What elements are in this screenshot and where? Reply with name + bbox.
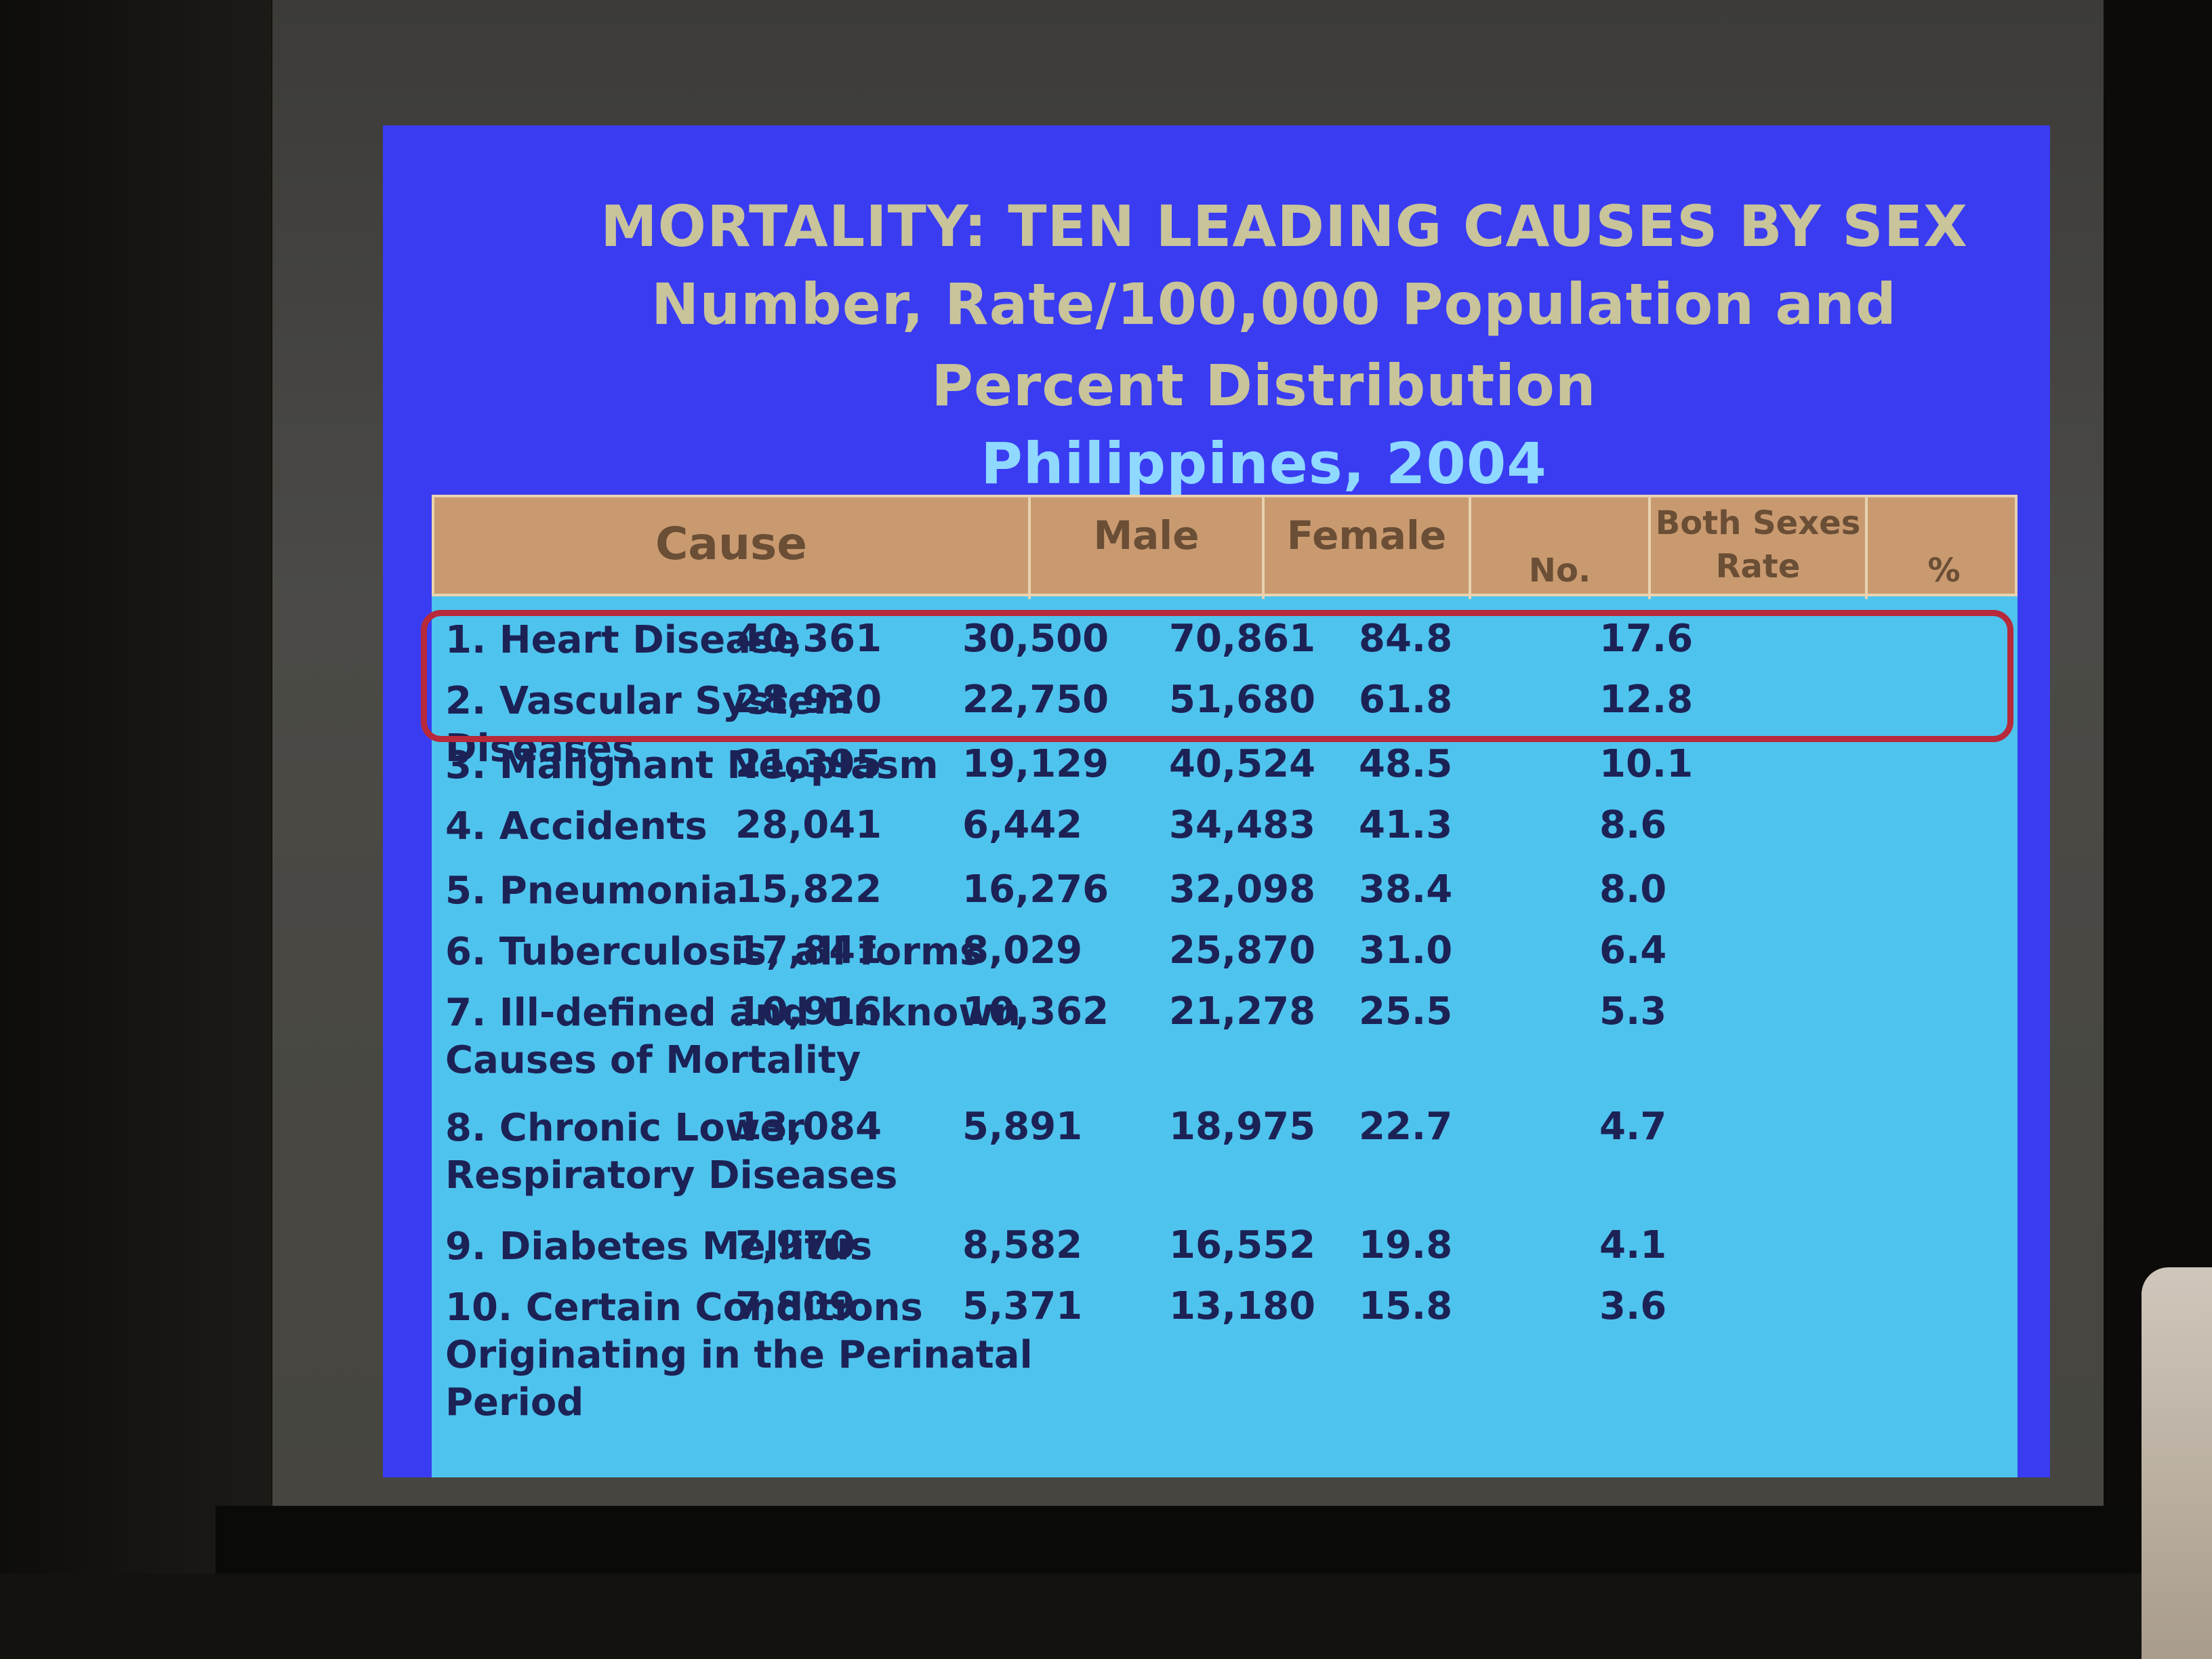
slide-title-line-2: Number, Rate/100,000 Population and <box>651 271 1897 337</box>
slide-title-line-1: MORTALITY: TEN LEADING CAUSES BY SEX <box>600 193 1968 260</box>
slide-subtitle: Philippines, 2004 <box>981 430 1547 497</box>
presenter-hand <box>2142 1267 2212 1659</box>
no-cell: 70,861 <box>1169 617 1316 661</box>
rate-cell: 22.7 <box>1359 1105 1453 1149</box>
rate-cell: 25.5 <box>1359 989 1453 1033</box>
male-cell: 28,930 <box>735 678 882 722</box>
pct-cell: 17.6 <box>1599 617 1694 661</box>
male-cell: 21,395 <box>735 742 882 786</box>
room-background-left <box>0 0 271 1659</box>
cause-cell: 6. Tuberculosis, all forms <box>445 930 983 974</box>
pct-cell: 8.0 <box>1599 867 1667 912</box>
header-percent: % <box>1927 552 1961 590</box>
rate-cell: 41.3 <box>1359 803 1453 847</box>
table-row: 4. Accidents 28,041 6,442 34,483 41.3 8.6 <box>432 803 2018 857</box>
female-cell: 5,891 <box>962 1105 1083 1149</box>
female-cell: 5,371 <box>962 1284 1083 1328</box>
male-cell: 40,361 <box>735 617 882 661</box>
cause-cell: 10. Certain Conditions Originating in th… <box>445 1286 1033 1425</box>
table-row: 10. Certain Conditions Originating in th… <box>432 1284 2018 1425</box>
pct-cell: 12.8 <box>1599 678 1694 722</box>
female-cell: 19,129 <box>962 742 1109 786</box>
header-no: No. <box>1471 497 1651 599</box>
cause-cell: 8. Chronic Lower Respiratory Diseases <box>445 1106 898 1197</box>
male-cell: 7,970 <box>735 1223 856 1267</box>
slide-title-line-3: Percent Distribution <box>931 352 1597 419</box>
cause-cell: 4. Accidents <box>445 804 708 848</box>
pct-cell: 8.6 <box>1599 803 1667 847</box>
no-cell: 40,524 <box>1169 742 1316 786</box>
rate-cell: 15.8 <box>1359 1284 1453 1328</box>
female-cell: 8,582 <box>962 1223 1083 1267</box>
cause-cell: 3. Malignant Neoplasm <box>445 743 939 787</box>
table-row: 9. Diabetes Mellitus 7,970 8,582 16,552 19.8… <box>432 1223 2018 1277</box>
no-cell: 34,483 <box>1169 803 1316 847</box>
header-both-sexes: Both Sexes <box>1655 504 1861 542</box>
male-cell: 28,041 <box>735 803 882 847</box>
female-cell: 10,362 <box>962 989 1109 1033</box>
table-row: 6. Tuberculosis, all forms 17,841 8,029 25,… <box>432 928 2018 983</box>
header-both-sexes-rate: Both Sexes Rate <box>1651 497 1868 599</box>
table-header: Cause Male Female No. Both Sexes Rate % <box>432 495 2018 599</box>
pct-cell: 4.1 <box>1599 1223 1667 1267</box>
no-cell: 21,278 <box>1169 989 1316 1033</box>
rate-cell: 38.4 <box>1359 867 1453 912</box>
female-cell: 22,750 <box>962 678 1109 722</box>
male-cell: 13,084 <box>735 1105 882 1149</box>
cause-cell: 1. Heart Disease <box>445 618 800 662</box>
female-cell: 30,500 <box>962 617 1109 661</box>
cause-cell: 5. Pneumonia <box>445 869 739 913</box>
pct-cell: 6.4 <box>1599 928 1667 972</box>
wall-bottom <box>0 1574 2212 1659</box>
no-cell: 51,680 <box>1169 678 1316 722</box>
highlight-box <box>421 610 2013 742</box>
header-male: Male <box>1031 497 1265 599</box>
pct-cell: 3.6 <box>1599 1284 1667 1328</box>
cause-cell: 7. Ill-defined and Unknown Causes of Mor… <box>445 991 1021 1082</box>
projected-slide: MORTALITY: TEN LEADING CAUSES BY SEX Num… <box>383 125 2050 1477</box>
rate-cell: 48.5 <box>1359 742 1453 786</box>
female-cell: 8,029 <box>962 928 1083 972</box>
pct-cell: 10.1 <box>1599 742 1694 786</box>
table-row: 5. Pneumonia 15,822 16,276 32,098 38.4 8.0 <box>432 867 2018 922</box>
no-cell: 25,870 <box>1169 928 1316 972</box>
pct-cell: 5.3 <box>1599 989 1667 1033</box>
screen-bottom-bar <box>216 1506 2133 1574</box>
male-cell: 15,822 <box>735 867 882 912</box>
cause-cell: 2. Vascular System Diseases <box>445 679 853 771</box>
male-cell: 17,841 <box>735 928 882 972</box>
table-row: 2. Vascular System Diseases 28,930 22,750 5… <box>432 678 2018 771</box>
rate-cell: 61.8 <box>1359 678 1453 722</box>
table-row: 7. Ill-defined and Unknown Causes of Mor… <box>432 989 2018 1082</box>
header-cause: Cause <box>434 497 1031 599</box>
no-cell: 16,552 <box>1169 1223 1316 1267</box>
header-rate: Rate <box>1715 548 1801 586</box>
no-cell: 13,180 <box>1169 1284 1316 1328</box>
header-female: Female <box>1265 497 1471 599</box>
table-row: 8. Chronic Lower Respiratory Diseases 13,… <box>432 1105 2018 1197</box>
cause-cell: 9. Diabetes Mellitus <box>445 1225 873 1269</box>
female-cell: 6,442 <box>962 803 1083 847</box>
no-cell: 32,098 <box>1169 867 1316 912</box>
male-cell: 7,809 <box>735 1284 856 1328</box>
mortality-table: Cause Male Female No. Both Sexes Rate % … <box>432 495 2018 1477</box>
table-row: 3. Malignant Neoplasm 21,395 19,129 40,524 4… <box>432 742 2018 796</box>
rate-cell: 84.8 <box>1359 617 1453 661</box>
no-cell: 18,975 <box>1169 1105 1316 1149</box>
female-cell: 16,276 <box>962 867 1109 912</box>
male-cell: 10,916 <box>735 989 882 1033</box>
pct-cell: 4.7 <box>1599 1105 1667 1149</box>
rate-cell: 19.8 <box>1359 1223 1453 1267</box>
table-row: 1. Heart Disease 40,361 30,500 70,861 84.8 17… <box>432 617 2018 671</box>
rate-cell: 31.0 <box>1359 928 1453 972</box>
